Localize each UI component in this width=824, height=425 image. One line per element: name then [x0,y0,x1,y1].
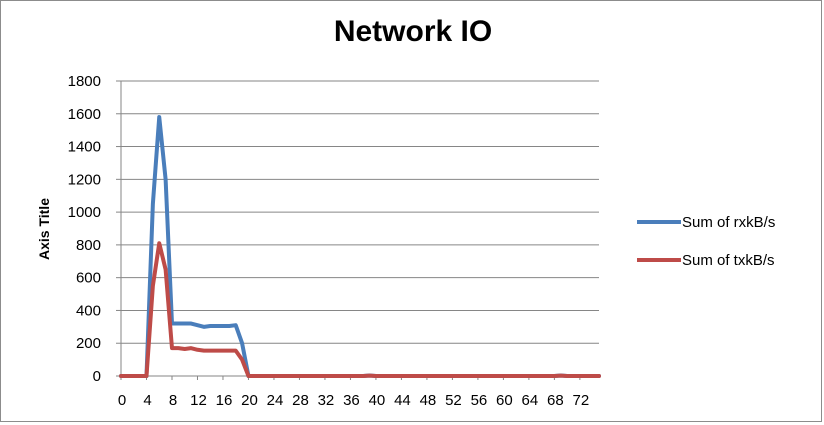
y-tick-label-1400: 1400 [68,139,101,156]
y-tick-label-1800: 1800 [68,73,101,90]
series-line-txkb [119,241,601,378]
x-tick-label-44: 44 [394,392,411,409]
x-tick-label-24: 24 [267,392,284,409]
x-tick-label-52: 52 [445,392,462,409]
y-tick-label-400: 400 [76,302,101,319]
x-tick-label-0: 0 [118,392,126,409]
gridlines [121,80,599,344]
x-tick-label-4: 4 [143,392,151,409]
y-tick-label-1000: 1000 [68,204,101,221]
y-tick-label-200: 200 [76,335,101,352]
x-tick-label-32: 32 [318,392,335,409]
y-tick-label-0: 0 [93,368,101,385]
x-tick-label-56: 56 [471,392,488,409]
x-tick-label-72: 72 [573,392,590,409]
y-tick-label-1600: 1600 [68,106,101,123]
x-tick-label-40: 40 [369,392,386,409]
y-axis-label: Axis Title [36,198,52,260]
x-tick-label-16: 16 [216,392,233,409]
legend-label-rxkb: Sum of rxkB/s [682,214,775,231]
chart-title: Network IO [333,15,493,48]
x-tick-label-20: 20 [241,392,258,409]
series-lines [119,115,601,378]
x-tick-label-48: 48 [420,392,437,409]
x-tick-labels: 0 4 8 12 16 20 24 28 32 36 40 44 48 52 56 60 64 68 72 [118,392,589,409]
x-tick-label-64: 64 [522,392,539,409]
x-tick-label-28: 28 [292,392,309,409]
x-tick-label-68: 68 [547,392,564,409]
series-line-rxkb [119,115,601,378]
axes [116,80,599,380]
x-tick-label-36: 36 [343,392,360,409]
x-tick-label-8: 8 [169,392,177,409]
legend: Sum of rxkB/s Sum of txkB/s [637,214,775,269]
y-tick-label-600: 600 [76,270,101,287]
y-tick-label-800: 800 [76,237,101,254]
x-tick-label-60: 60 [496,392,513,409]
y-tick-labels: 0 200 400 600 800 1000 1200 1400 1600 1800 [68,73,101,385]
legend-label-txkb: Sum of txkB/s [682,252,775,269]
x-tick-label-12: 12 [190,392,207,409]
y-tick-label-1200: 1200 [68,171,101,188]
